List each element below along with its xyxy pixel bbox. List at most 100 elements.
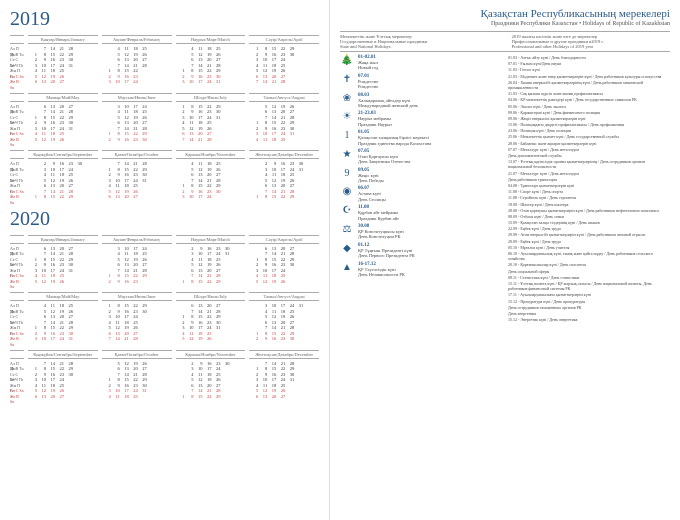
holiday-item: ✝07.01РождествоРождество bbox=[340, 74, 502, 90]
month-head: Тамыз/Август/August bbox=[249, 292, 319, 301]
month-body: 6132027714212818152229291623303101724314… bbox=[28, 246, 98, 285]
prof-holiday-item: 07.07 - Металлург күні / День металлурга bbox=[508, 147, 670, 152]
prof-holiday-item: 25.06 - Мемлекеттік қызмет күні / День г… bbox=[508, 134, 670, 139]
month-body: 3101724411182551219266132027714212818152… bbox=[102, 104, 172, 143]
month-head: Қараша/Ноябрь/November bbox=[176, 150, 246, 159]
professional-holidays: 01.03 - Алғыс айту күні / День благодарн… bbox=[508, 55, 670, 323]
month-head: Шілде/Июль/July bbox=[176, 93, 246, 102]
quarter-block: Қыркүйек/Сентябрь/SeptemberҚазан/Октябрь… bbox=[10, 150, 319, 200]
quarter-block: Мамыр/Май/MayМаусым/Июнь/JuneШілде/Июль/… bbox=[10, 93, 319, 143]
month-body: 4111825512192661320277142128181522292916… bbox=[176, 161, 246, 200]
quarter-block: Қаңтар/Январь/JanuaryАқпан/Февраль/Febru… bbox=[10, 235, 319, 285]
holidays-wrap: 🎄01-02.01Жаңа жылНовый год ✝07.01Рождеств… bbox=[340, 55, 670, 323]
month-body: 2916233031017244111825512192661320277142… bbox=[176, 361, 246, 400]
national-holidays: 🎄01-02.01Жаңа жылНовый год ✝07.01Рождеств… bbox=[340, 55, 502, 323]
holiday-name-ru: День Конституции РК bbox=[358, 234, 502, 239]
holiday-item: ⚖30.08ҚР Конституциясы күніДень Конститу… bbox=[340, 224, 502, 240]
month-body: 1815222929162330310172441118255121926613… bbox=[102, 303, 172, 342]
day-labels: Ал П MoДс В TuСе С WeБе Ч ThЖм П FrСн С … bbox=[10, 104, 24, 143]
month-head: Сәуір/Апрель/April bbox=[249, 35, 319, 44]
month-head: Желтоқсан/Декабрь/December bbox=[249, 350, 319, 359]
month-body: 6132027714212818152229291623303101724314… bbox=[176, 303, 246, 342]
month-body: 5121926613202771421281815222929162330310… bbox=[102, 361, 172, 400]
prof-holiday-item: 18.08 - Шахтер күні / День шахтера bbox=[508, 202, 670, 207]
month-head: Ақпан/Февраль/February bbox=[102, 235, 172, 244]
sub-left: Мемлекеттік және Ұлттық мерекелер Госуда… bbox=[340, 34, 498, 49]
sub-right: 2019 жылғы кәсіптік және өзге де мерекел… bbox=[512, 34, 670, 49]
holiday-icon: ★ bbox=[340, 149, 354, 163]
month-body: 7142128181522292916233031017243141118255… bbox=[249, 361, 319, 400]
month-head: Сәуір/Апрель/April bbox=[249, 235, 319, 244]
day-labels: Ал П MoДс В TuСе С WeБе Ч ThЖм П FrСн С … bbox=[10, 46, 24, 85]
quarter-block: Қаңтар/Январь/JanuaryАқпан/Февраль/Febru… bbox=[10, 35, 319, 85]
prof-holiday-item: 21.03 - Мәдениет және өнер қызметкерлері… bbox=[508, 74, 670, 79]
prof-holiday-item: 08.11 - Статистика күні / День статистик… bbox=[508, 275, 670, 280]
holiday-icon: ⚖ bbox=[340, 224, 354, 238]
month-body: 7142128181522292916233031017243141118255… bbox=[102, 161, 172, 200]
prof-holiday-item: 15.11 - Ұлттық валюта күні / ҚР жарлық с… bbox=[508, 281, 670, 291]
holiday-icon: ✝ bbox=[340, 74, 354, 88]
prof-holiday-item: 31.03 - Сақ қылыш күрсіп және жинақ проф… bbox=[508, 91, 670, 96]
prof-holiday-item: 29.09 - Еңбек күні / День труда bbox=[508, 239, 670, 244]
holiday-name-ru: Праздник Наурыз bbox=[358, 122, 502, 127]
prof-holiday-item: 17.11 - Ауылшаруашылығы қызметкерлерін к… bbox=[508, 292, 670, 297]
prof-holiday-item: 04.06 - KP мемлекеттік рәміздері күні / … bbox=[508, 97, 670, 102]
holiday-icon: ◉ bbox=[340, 186, 354, 200]
day-labels: Ал П MoДс В TuСе С WeБе Ч ThЖм П FrСн С … bbox=[10, 303, 24, 342]
holiday-item: 🎄01-02.01Жаңа жылНовый год bbox=[340, 55, 502, 71]
holiday-item: ◆01.12ҚР Тұңғыш Президенті күніДень Перв… bbox=[340, 243, 502, 259]
month-body: 7142128181522292916233031017244111825512… bbox=[28, 361, 98, 400]
prof-holiday-item: 15.12 - Энергетик күні / День энергетика bbox=[508, 317, 670, 322]
month-head: Маусым/Июнь/June bbox=[102, 292, 172, 301]
prof-holiday-item: 06.10 - Ауылшаруашылық күні, тамақ және … bbox=[508, 251, 670, 261]
prof-holiday-item: 21.07 - Металлург күні / День металлурга bbox=[508, 171, 670, 176]
month-head: Қыркүйек/Сентябрь/September bbox=[28, 350, 98, 359]
month-body: 3101724411182551219266132027714212818152… bbox=[102, 246, 172, 285]
quarter-block: Қыркүйек/Сентябрь/September Қазан/Октябрь… bbox=[10, 350, 319, 400]
month-body: 2916233031017243141118255121926613202771… bbox=[176, 246, 246, 285]
month-head: Наурыз/Март/March bbox=[176, 35, 246, 44]
prof-holiday-item: 20.10 - Қорғанысшылар күні / День спасат… bbox=[508, 262, 670, 267]
prof-holiday-item: 11.08 - Спорт күні / День спорта bbox=[508, 189, 670, 194]
month-body: 4111825512192661320277142128181522292916… bbox=[28, 303, 98, 342]
prof-holiday-item: 07.01 - Ғылым күні/День науки bbox=[508, 61, 670, 66]
month-head: Қазан/Октябрь/October bbox=[102, 350, 172, 359]
holiday-item: ☀21-23.03Наурыз мейрамыПраздник Наурыз bbox=[340, 111, 502, 127]
prof-holiday-item: 28.08 - Отан қорғаушы қызметкерлерін күн… bbox=[508, 208, 670, 213]
holiday-icon: ❀ bbox=[340, 93, 354, 107]
month-head: Шілде/Июль/July bbox=[176, 292, 246, 301]
quarter-block: Мамыр/Май/May Маусым/Июнь/June Шілде/Июль/… bbox=[10, 292, 319, 342]
prof-holiday-item: 05.06 - Эколог күні / День эколога bbox=[508, 104, 670, 109]
month-head: Мамыр/Май/May bbox=[28, 93, 98, 102]
prof-holiday-item: 04.08 - Транспорт қызметкерлерін күні bbox=[508, 183, 670, 188]
prof-holiday-item: День работников транспорта bbox=[508, 177, 670, 182]
prof-holiday-item: День дипломатической службы bbox=[508, 153, 670, 158]
holiday-icon: ▲ bbox=[340, 262, 354, 276]
prof-holiday-item: 11.08 - Стройтель күні / День строителя bbox=[508, 195, 670, 200]
prof-holiday-item: День энергетика bbox=[508, 311, 670, 316]
month-body: 5121926613202771421281815222929162330310… bbox=[249, 104, 319, 143]
holiday-name-ru: День Столицы bbox=[358, 197, 502, 202]
holiday-icon: 9 bbox=[340, 168, 354, 182]
prof-holiday-item: 09.06 - Жеңіл өнеркәсіпі қызметкерлерін … bbox=[508, 116, 670, 121]
day-labels: Ал П MoДс В TuСе С WeБе Ч ThЖм П FrСн С … bbox=[10, 161, 24, 200]
prof-holiday-item: 01.03 - Алғыс айту күні / День благодарн… bbox=[508, 55, 670, 60]
month-head: Мамыр/Май/May bbox=[28, 292, 98, 301]
month-body: 7142128181522292916233031017243141118255… bbox=[28, 46, 98, 85]
holiday-icon: ☀ bbox=[340, 111, 354, 125]
title-ru: Праздники Республики Казахстан • Holiday… bbox=[340, 21, 670, 27]
month-head: Қаңтар/Январь/January bbox=[28, 35, 98, 44]
day-labels: Ал П MoДс В TuСе С WeБе Ч ThЖм П FrСн С … bbox=[10, 246, 24, 285]
prof-holiday-item: 26.04 - Химия өнеркәсібі қызметкерлеріні… bbox=[508, 80, 670, 90]
month-head: Тамыз/Август/August bbox=[249, 93, 319, 102]
prof-holiday-item: 29.09 - Атом өнеркәсібі қызметкерлерін к… bbox=[508, 232, 670, 237]
month-body: 6132027714212818152229291623303101724411… bbox=[249, 246, 319, 285]
month-body: 1815222929162330310172431411182551219266… bbox=[176, 104, 246, 143]
month-body: 4111825512192661320277142128181522292916… bbox=[176, 46, 246, 85]
prof-holiday-item: 15.06 - Полициядағы деңделі профилактика… bbox=[508, 122, 670, 127]
prof-holiday-item: 15.12 - Прокуратура күні / День прокурат… bbox=[508, 299, 670, 304]
month-body: 1815222929162330310172441118255121926613… bbox=[249, 46, 319, 85]
holiday-item: ★07.05Отан Қорғаушы күніДень Защитника О… bbox=[340, 149, 502, 165]
holiday-item: 909.05Жеңіс күніДень Победы bbox=[340, 168, 502, 184]
prof-holiday-item: 15.09 - Қазақстан халқы тілдерінің күні … bbox=[508, 220, 670, 225]
